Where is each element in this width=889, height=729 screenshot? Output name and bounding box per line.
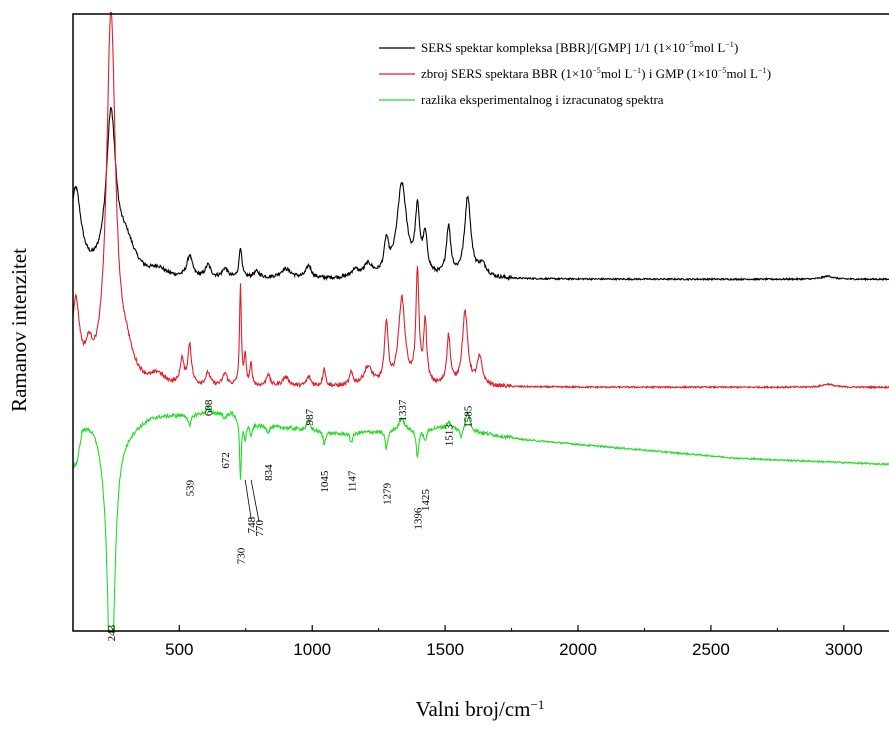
legend-entry-1: SERS spektar kompleksa [BBR]/[GMP] 1/1 (… [421, 40, 738, 55]
series-layer [73, 12, 889, 631]
peak-label-748: 748 [246, 516, 258, 533]
series-line-2 [73, 12, 889, 390]
peak-label-1045: 1045 [319, 470, 331, 493]
peak-label-672: 672 [220, 452, 232, 469]
plot-frame [72, 13, 889, 632]
series-line-3 [73, 404, 889, 631]
annotation-leader [250, 479, 260, 523]
peak-label-770: 770 [254, 519, 266, 536]
tick-layer: 500 1000 1500 2000 2500 3000 [112, 625, 863, 659]
x-tick-label: 3000 [825, 640, 863, 659]
x-axis-title-superscript: −1 [531, 697, 545, 712]
peak-label-1513: 1513 [444, 424, 456, 447]
peak-label-1425: 1425 [420, 489, 432, 512]
peak-label-1585: 1585 [463, 405, 475, 428]
peak-label-243: 243 [106, 624, 118, 641]
x-tick-label: 1000 [293, 640, 331, 659]
peak-label-1279: 1279 [381, 482, 393, 505]
peak-label-1396: 1396 [412, 507, 424, 529]
peak-label-730: 730 [235, 547, 247, 564]
legend: SERS spektar kompleksa [BBR]/[GMP] 1/1 (… [379, 40, 771, 107]
peak-label-1147: 1147 [346, 470, 358, 492]
peak-label-834: 834 [263, 464, 275, 481]
legend-entry-2: zbroj SERS spektara BBR (1×10−5 mol L−1 … [421, 66, 771, 81]
annotation-leader [244, 479, 252, 519]
series-line-1 [73, 106, 889, 282]
x-tick-label: 2000 [559, 640, 597, 659]
legend-entry-3: razlika eksperimentalnog i izracunatog s… [421, 92, 664, 107]
x-tick-label: 500 [165, 640, 193, 659]
peak-label-1337: 1337 [397, 399, 409, 422]
x-axis-title: Valni broj/cm−1 [416, 697, 545, 722]
peak-label-608: 608 [203, 399, 215, 416]
x-tick-label: 2500 [692, 640, 730, 659]
y-axis-title: Ramanov intenzitet [7, 248, 31, 412]
peak-label-539: 539 [185, 479, 197, 496]
peak-label-987: 987 [304, 408, 316, 425]
x-tick-label: 1500 [426, 640, 464, 659]
